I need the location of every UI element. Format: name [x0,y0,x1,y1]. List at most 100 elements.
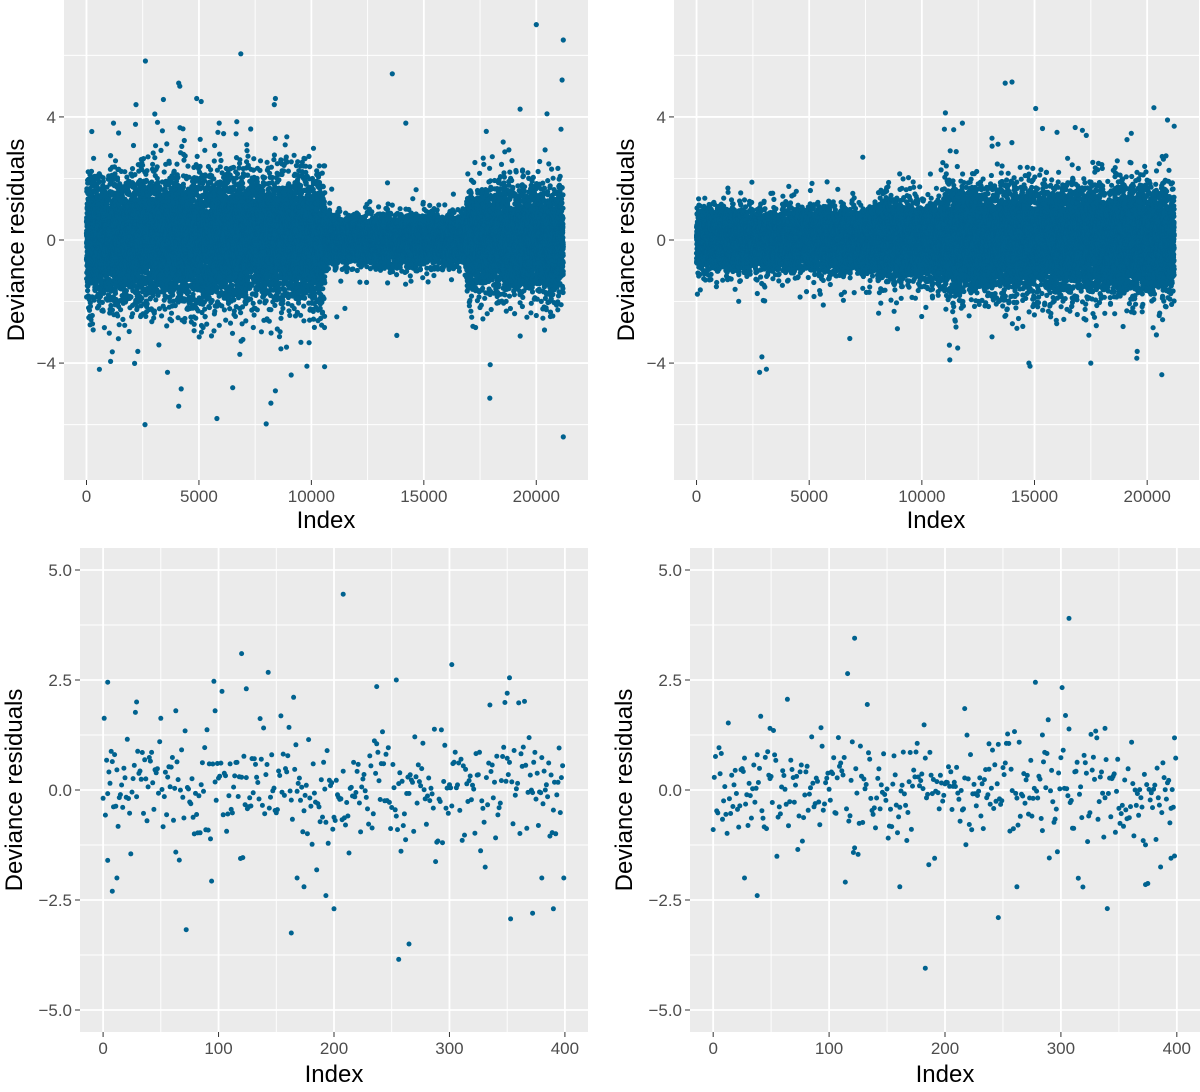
data-point [104,201,110,207]
data-point [88,168,95,174]
data-point [115,313,121,319]
data-point [143,313,149,319]
data-point [174,161,180,167]
data-point [191,328,197,334]
data-point [130,142,137,149]
data-point [153,143,159,149]
data-point [85,288,91,294]
data-point [132,172,138,178]
data-point [182,153,188,159]
y-axis-title: Deviance residuals [3,139,30,342]
data-point [86,307,93,313]
data-point [152,111,158,117]
data-point [90,327,96,333]
data-point [164,323,170,329]
data-point [160,96,166,103]
data-point [120,316,126,322]
panel-top-left: 0 5000 10000 15000 20000 −4 0 4 Index Deviance re… [0,0,600,540]
data-point [99,299,105,305]
data-point [122,169,128,175]
data-point [89,321,96,327]
data-point [190,291,196,297]
data-point [97,293,103,300]
data-point [112,158,119,164]
data-point [116,130,122,136]
data-point [151,315,157,321]
data-point [116,322,122,328]
y-tick-label: −4 [37,354,56,373]
data-point [169,318,175,324]
data-point [170,292,176,298]
data-point [168,310,175,316]
data-point [151,308,157,314]
data-point [101,325,107,331]
data-point [149,179,155,185]
data-point [91,155,97,161]
y-tick-label: 0 [47,231,56,250]
data-point [159,128,165,134]
data-point [108,358,114,364]
data-point [180,126,186,132]
data-point [180,181,186,187]
data-point [100,178,106,185]
data-point [185,163,191,169]
data-point [140,162,146,168]
data-point [154,119,161,125]
data-point [112,290,119,296]
data-point [89,128,95,135]
data-point [122,322,128,328]
data-point [87,303,94,309]
x-axis-title: Index [297,507,356,534]
data-point [156,342,162,348]
data-point [96,303,102,309]
data-point [140,156,147,162]
data-point [166,160,172,166]
data-point [154,164,160,170]
data-point [178,386,184,392]
x-tick-label: 20000 [513,487,560,506]
data-point [132,360,138,366]
data-point [150,150,156,156]
data-point [144,168,150,174]
x-tick-label: 0 [82,487,91,506]
data-point [158,147,164,153]
data-point [164,141,170,147]
data-point [150,161,156,167]
data-point [108,153,114,159]
data-point [144,301,150,307]
data-point [182,315,188,322]
data-point [179,143,185,149]
data-point [106,330,112,336]
data-point [118,307,124,313]
data-point [142,58,148,64]
data-point [115,336,121,342]
data-point [96,366,102,372]
data-point [126,328,132,335]
data-point [159,313,165,319]
data-point [161,169,167,175]
data-point [194,153,200,159]
data-point [109,307,115,313]
data-point [88,317,94,323]
data-point [130,311,136,317]
data-point [96,179,102,185]
data-point [135,348,141,354]
data-point [153,297,159,303]
data-point [145,154,151,160]
data-point [89,312,95,319]
points-layer [83,22,566,440]
data-point [193,315,199,321]
data-point [100,308,106,314]
x-tick-label: 5000 [180,487,218,506]
x-tick-label: 10000 [288,487,335,506]
x-tick-label: 15000 [400,487,447,506]
data-point [128,294,134,300]
data-point [152,155,158,161]
data-point [191,321,197,327]
data-point [109,349,115,355]
data-point [181,137,187,144]
data-point [132,121,139,127]
data-point [129,166,136,172]
